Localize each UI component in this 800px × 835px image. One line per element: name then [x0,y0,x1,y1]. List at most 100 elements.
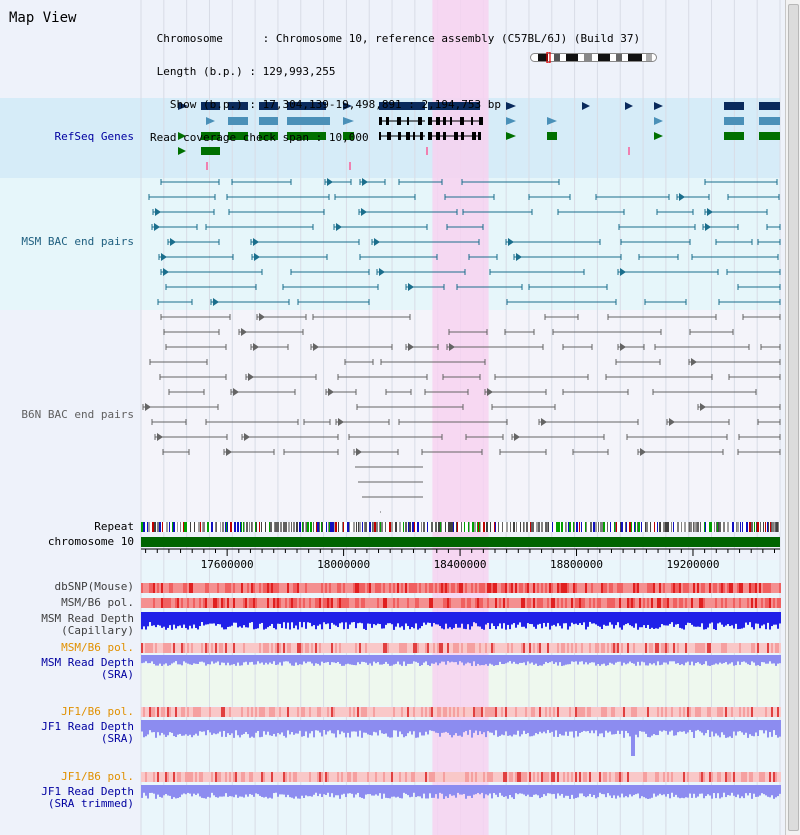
msm-depth-capillary-bar [311,612,313,627]
dbsnp-heat [461,583,463,593]
msm-b6-pol-sra-heat [241,643,243,653]
jf1-depth-trimmed-bar [281,785,283,795]
jf1-depth-sra-bar [259,720,261,738]
msm-depth-capillary-bar [759,612,761,629]
jf1-depth-sra-bar [357,720,359,737]
dbsnp-heat [201,583,203,593]
msm-bac-pair-arrow [327,178,333,186]
msm-b6-pol-sra-heat [455,643,457,653]
dbsnp-heat [215,583,217,593]
msm-depth-capillary-bar [219,612,221,625]
msm-depth-capillary-bar [359,612,361,623]
msm-b6-pol-heat [343,598,345,608]
msm-b6-pol-sra-heat [583,643,585,653]
msm-b6-pol-heat [353,598,355,608]
msm-b6-pol-sra-heat [629,643,631,653]
scrollbar-thumb[interactable] [788,4,799,831]
dbsnp-heat [439,583,441,593]
msm-depth-capillary-bar [671,612,673,623]
jf1-b6-pol-heat [481,707,483,717]
msm-depth-sra-bar [367,655,369,665]
dbsnp-heat [141,583,143,593]
jf1-depth-trimmed-bar [381,785,383,799]
dbsnp-heat [537,583,539,593]
msm-b6-pol-sra-heat [477,643,479,653]
repeat-element [536,522,538,532]
msm-depth-sra-bar [457,655,459,665]
dbsnp-heat [175,583,177,593]
jf1-depth-sra-bar [143,720,145,738]
msm-b6-pol-heat [535,598,537,608]
msm-depth-capillary-bar [587,612,589,627]
msm-depth-capillary-bar [749,612,751,623]
jf1-depth-sra-bar [677,720,679,733]
dbsnp-heat [541,583,543,593]
jf1-b6-pol-trim-heat [569,772,571,782]
dbsnp-heat [245,583,247,593]
msm-b6-pol-heat [605,598,607,608]
jf1-b6-pol-trim-heat [639,772,641,782]
jf1-b6-pol-heat [635,707,637,717]
jf1-b6-pol-heat [409,707,411,717]
msm-b6-pol-heat [725,598,727,608]
jf1-depth-sra-bar [187,720,189,736]
b6n-bac-pair-arrow [356,448,362,456]
jf1-depth-sra-bar [571,720,573,732]
msm-depth-sra-bar [231,655,233,665]
msm-b6-pol-sra-heat [451,643,453,653]
msm-depth-capillary-bar [653,612,655,629]
jf1-depth-sra-bar [479,720,481,732]
dbsnp-heat [701,583,703,593]
jf1-depth-sra-bar [465,720,467,731]
jf1-depth-trimmed-bar [413,785,415,793]
jf1-depth-trimmed-bar [367,785,369,795]
msm-b6-pol-sra-heat [483,643,485,653]
repeat-element [180,522,181,532]
jf1-b6-pol-heat [633,707,635,717]
msm-depth-sra-bar [523,655,525,663]
dbsnp-heat [231,583,233,593]
jf1-depth-trimmed-bar [157,785,159,795]
msm-b6-pol-sra-heat [353,643,355,653]
gene-exon-block [724,117,744,125]
msm-depth-sra-bar [199,655,201,662]
b6n-bac-pair-arrow [691,358,697,366]
msm-depth-sra-bar [693,655,695,666]
repeat-element [621,522,623,532]
vertical-scrollbar[interactable] [785,0,800,835]
jf1-depth-trimmed-bar [477,785,479,793]
msm-b6-pol-heat [575,598,577,608]
msm-depth-sra-bar [305,655,307,664]
repeat-element [259,522,260,532]
msm-b6-pol-heat [523,598,525,608]
msm-depth-sra-bar [703,655,705,665]
chromosome-ideogram[interactable] [530,52,658,63]
msm-depth-sra-bar [713,655,715,665]
jf1-depth-trimmed-bar [389,785,391,799]
dbsnp-heat [577,583,579,593]
jf1-b6-pol-trim-heat [527,772,529,782]
msm-b6-pol-sra-heat [625,643,627,653]
msm-depth-capillary-bar [535,612,537,629]
msm-depth-sra-bar [489,655,491,664]
msm-depth-capillary-bar [603,612,605,625]
msm-b6-pol-sra-heat [581,643,583,653]
msm-depth-sra-bar [541,655,543,666]
msm-b6-pol-sra-heat [523,643,525,653]
msm-depth-capillary-bar [545,612,547,627]
jf1-b6-pol-trim-heat [633,772,635,782]
jf1-b6-pol-trim-heat [301,772,303,782]
jf1-depth-trimmed-bar [777,785,779,797]
msm-depth-capillary-bar [203,612,205,626]
dbsnp-heat [393,583,395,593]
msm-b6-pol-sra-heat [639,643,641,653]
jf1-depth-trimmed-bar [509,785,511,796]
msm-depth-capillary-bar [763,612,765,625]
jf1-b6-pol-trim-heat [239,772,241,782]
jf1-depth-sra-bar [433,720,435,732]
jf1-b6-pol-trim-heat [269,772,271,782]
jf1-b6-pol-trim-heat [683,772,685,782]
repeat-element [230,522,232,532]
msm-b6-pol-heat [429,598,431,608]
jf1-b6-pol-trim-heat [179,772,181,782]
